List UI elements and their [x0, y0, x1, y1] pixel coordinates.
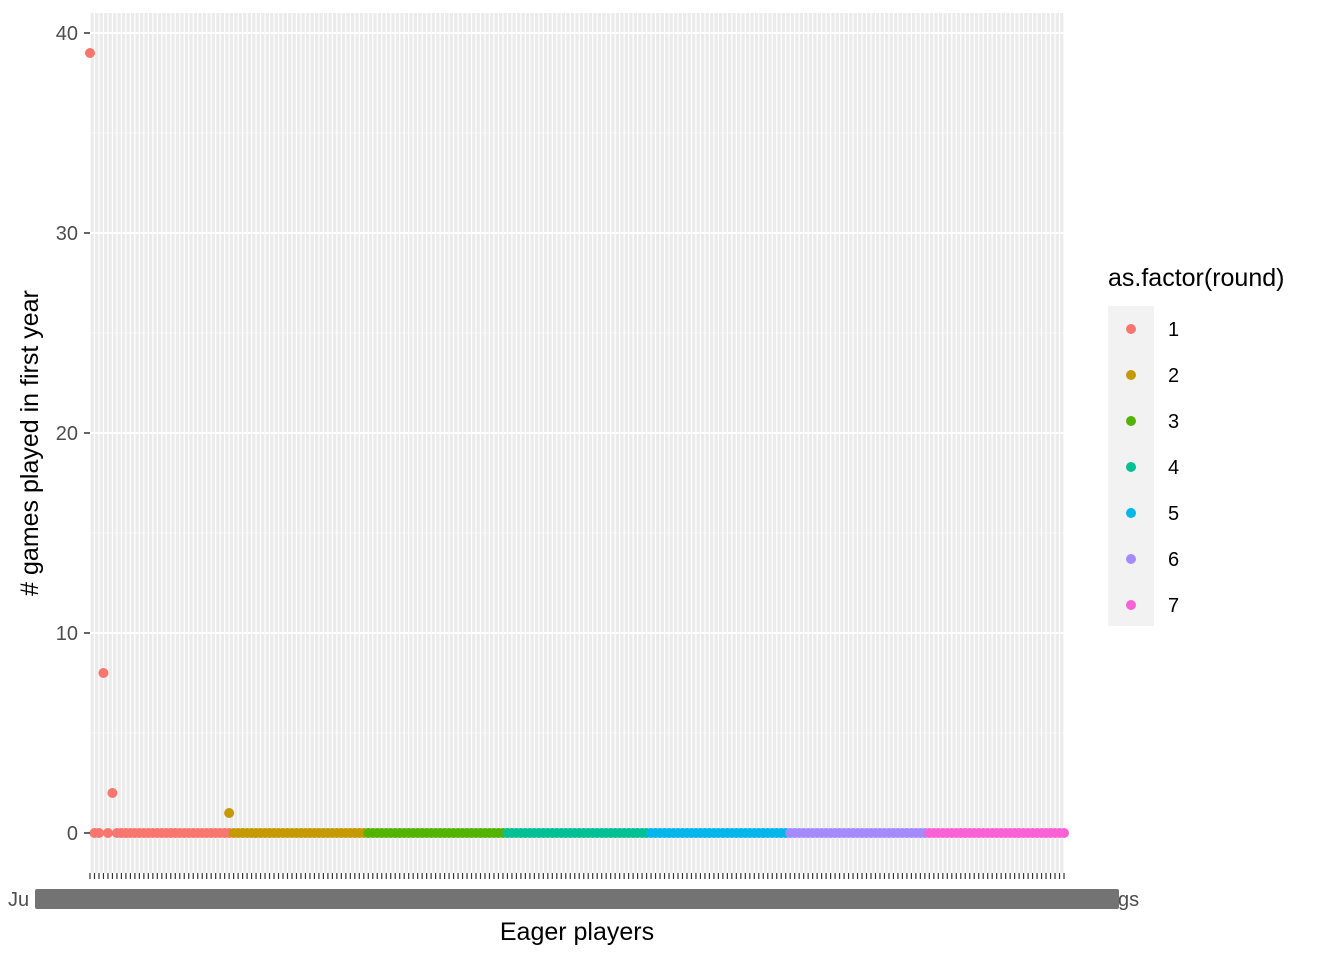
legend-key-7: [1126, 600, 1136, 610]
legend-key-2: [1126, 370, 1136, 380]
legend-label-4: 4: [1168, 457, 1179, 479]
y-tick-label: 0: [67, 823, 78, 845]
legend: as.factor(round) 1 2 3 4 5 6 7: [1108, 264, 1284, 626]
legend-key-4: [1126, 462, 1136, 472]
y-tick-label: 20: [56, 423, 78, 445]
point-round-1: [102, 828, 113, 838]
data-points: [85, 48, 1069, 838]
grid-lines: [89, 13, 1065, 873]
legend-key-1: [1126, 324, 1136, 334]
panel-background: [90, 13, 1064, 873]
x-axis: Ju gs: [8, 873, 1139, 911]
point-round-1: [98, 668, 109, 678]
legend-key-5: [1126, 508, 1136, 518]
point-round-1: [85, 48, 95, 58]
point-round-2: [224, 808, 235, 818]
legend-label-7: 7: [1168, 595, 1179, 617]
x-tick-label-last: gs: [1118, 889, 1139, 911]
legend-label-6: 6: [1168, 549, 1179, 571]
legend-key-6: [1126, 554, 1136, 564]
x-tick-label-first: Ju: [8, 889, 29, 911]
y-axis: 0 10 20 30 40: [56, 23, 90, 845]
point-round-1: [107, 788, 118, 798]
y-tick-label: 40: [56, 23, 78, 45]
y-tick-label: 10: [56, 623, 78, 645]
x-axis-title: Eager players: [500, 918, 654, 946]
legend-label-2: 2: [1168, 365, 1179, 387]
y-axis-title: # games played in first year: [16, 290, 44, 596]
legend-key-3: [1126, 416, 1136, 426]
legend-title: as.factor(round): [1108, 264, 1284, 292]
legend-label-1: 1: [1168, 319, 1179, 341]
y-tick-label: 30: [56, 223, 78, 245]
legend-label-5: 5: [1168, 503, 1179, 525]
point-round-7: [1059, 828, 1069, 838]
legend-label-3: 3: [1168, 411, 1179, 433]
point-round-1: [93, 828, 104, 838]
x-tick-labels-overlap: [35, 889, 1119, 909]
